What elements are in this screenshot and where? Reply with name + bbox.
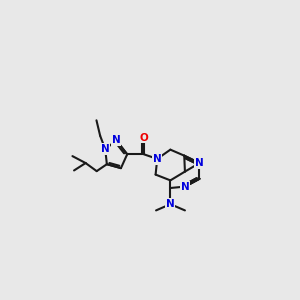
Text: N: N — [166, 199, 175, 209]
Text: N: N — [153, 154, 162, 164]
Text: N: N — [101, 144, 110, 154]
Text: N: N — [112, 135, 121, 146]
Text: N: N — [181, 182, 189, 192]
Text: N: N — [195, 158, 204, 168]
Text: O: O — [140, 133, 148, 142]
